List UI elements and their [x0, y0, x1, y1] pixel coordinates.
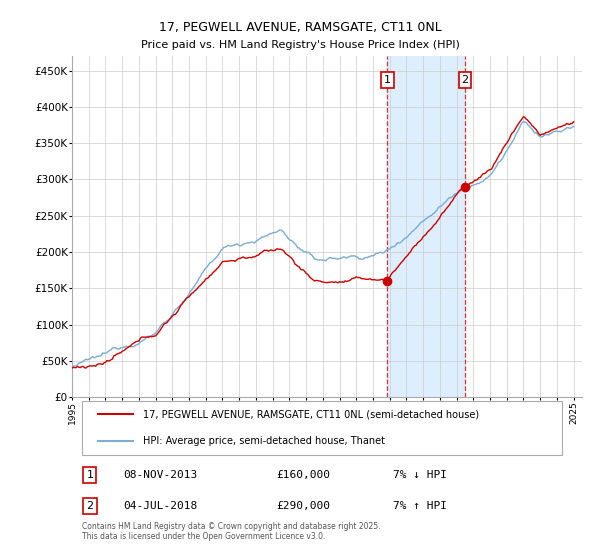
Text: £160,000: £160,000	[276, 470, 330, 480]
Text: 2: 2	[461, 75, 469, 85]
Text: 17, PEGWELL AVENUE, RAMSGATE, CT11 0NL: 17, PEGWELL AVENUE, RAMSGATE, CT11 0NL	[158, 21, 442, 34]
Text: 2: 2	[86, 501, 94, 511]
Text: 08-NOV-2013: 08-NOV-2013	[123, 470, 197, 480]
Text: HPI: Average price, semi-detached house, Thanet: HPI: Average price, semi-detached house,…	[143, 436, 385, 446]
Text: 7% ↓ HPI: 7% ↓ HPI	[394, 470, 448, 480]
Text: 1: 1	[384, 75, 391, 85]
Text: £290,000: £290,000	[276, 501, 330, 511]
Text: 04-JUL-2018: 04-JUL-2018	[123, 501, 197, 511]
Bar	[388, 56, 465, 397]
Text: 1: 1	[86, 470, 94, 480]
Text: 7% ↑ HPI: 7% ↑ HPI	[394, 501, 448, 511]
Text: Price paid vs. HM Land Registry's House Price Index (HPI): Price paid vs. HM Land Registry's House …	[140, 40, 460, 50]
Text: 17, PEGWELL AVENUE, RAMSGATE, CT11 0NL (semi-detached house): 17, PEGWELL AVENUE, RAMSGATE, CT11 0NL (…	[143, 409, 479, 419]
Text: Contains HM Land Registry data © Crown copyright and database right 2025.
This d: Contains HM Land Registry data © Crown c…	[82, 521, 381, 541]
FancyBboxPatch shape	[82, 402, 562, 455]
